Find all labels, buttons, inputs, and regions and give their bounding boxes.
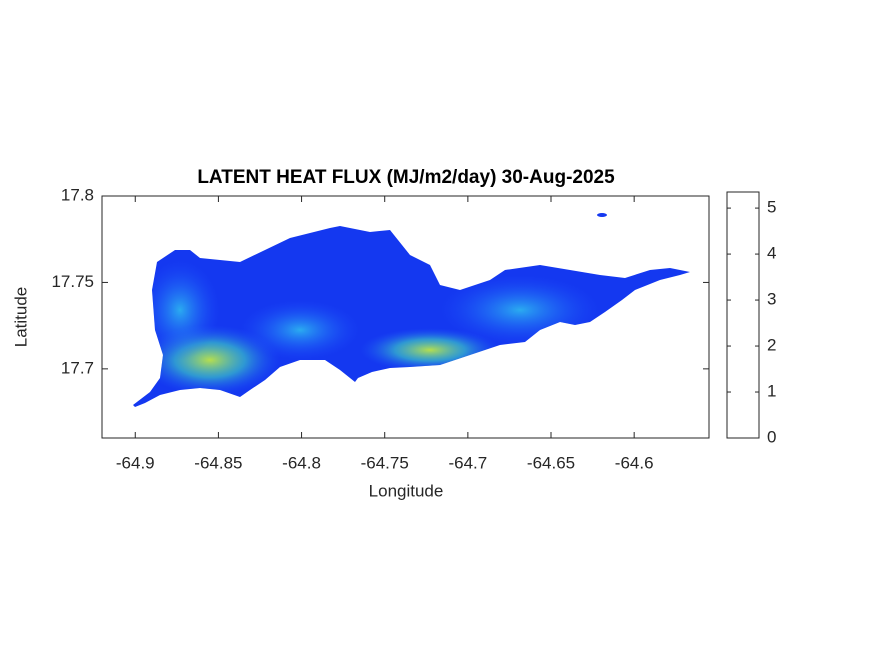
x-tick-label: -64.65 — [527, 453, 575, 472]
x-tick-label: -64.8 — [282, 453, 321, 472]
colorbar-tick-label: 3 — [767, 290, 776, 309]
x-tick-label: -64.85 — [194, 453, 242, 472]
x-tick-label: -64.6 — [615, 453, 654, 472]
x-tick-label: -64.7 — [448, 453, 487, 472]
y-tick-label: 17.8 — [61, 185, 94, 204]
colorbar-tick-label: 5 — [767, 198, 776, 217]
island-flux — [133, 226, 690, 407]
x-axis-label: Longitude — [369, 481, 444, 500]
y-tick-label: 17.7 — [61, 358, 94, 377]
chart-title: LATENT HEAT FLUX (MJ/m2/day) 30-Aug-2025 — [197, 167, 615, 188]
islet — [597, 213, 607, 217]
colorbar-tick-label: 2 — [767, 336, 776, 355]
colorbar — [726, 191, 760, 439]
plot-area — [101, 195, 710, 439]
y-axis-label: Latitude — [11, 287, 30, 348]
colorbar-tick-label: 0 — [767, 427, 776, 446]
x-tick-label: -64.75 — [361, 453, 409, 472]
y-tick-label: 17.75 — [51, 272, 94, 291]
x-tick-label: -64.9 — [116, 453, 155, 472]
colorbar-tick-label: 1 — [767, 382, 776, 401]
colorbar-tick-label: 4 — [767, 244, 776, 263]
